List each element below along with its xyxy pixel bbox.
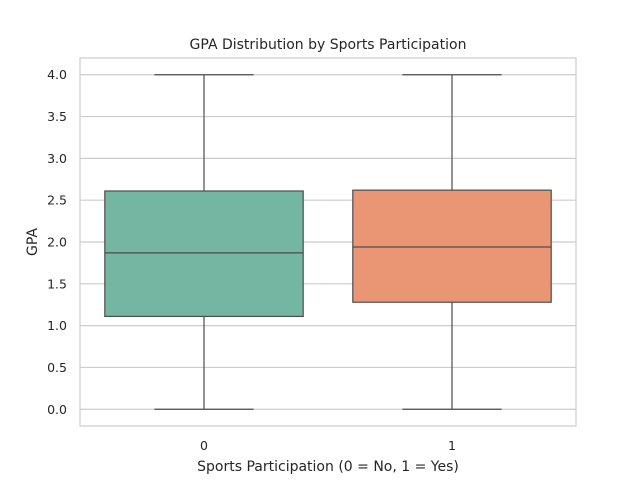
plot-frame xyxy=(79,57,577,427)
y-tick-label: 2.0 xyxy=(47,235,67,250)
y-tick-label: 4.0 xyxy=(47,67,67,82)
x-tick-label: 1 xyxy=(448,438,456,453)
y-axis-label: GPA xyxy=(25,228,41,256)
x-axis-label: Sports Participation (0 = No, 1 = Yes) xyxy=(197,459,459,475)
y-tick-label: 1.0 xyxy=(47,318,67,333)
y-tick-label: 3.5 xyxy=(47,109,67,124)
chart-title: GPA Distribution by Sports Participation xyxy=(190,37,467,53)
y-tick-label: 3.0 xyxy=(47,151,67,166)
iqr-box xyxy=(104,190,304,318)
y-tick-label: 0.5 xyxy=(47,360,67,375)
box-layer xyxy=(104,74,552,410)
box-group-0 xyxy=(104,74,304,410)
iqr-box xyxy=(352,189,552,303)
y-tick-label: 1.5 xyxy=(47,276,67,291)
x-tick-label: 0 xyxy=(200,438,208,453)
y-tick-labels: 0.0 0.5 1.0 1.5 2.0 2.5 3.0 3.5 4.0 xyxy=(47,67,67,417)
box-group-1 xyxy=(352,74,552,410)
y-tick-label: 2.5 xyxy=(47,193,67,208)
y-tick-label: 0.0 xyxy=(47,402,67,417)
